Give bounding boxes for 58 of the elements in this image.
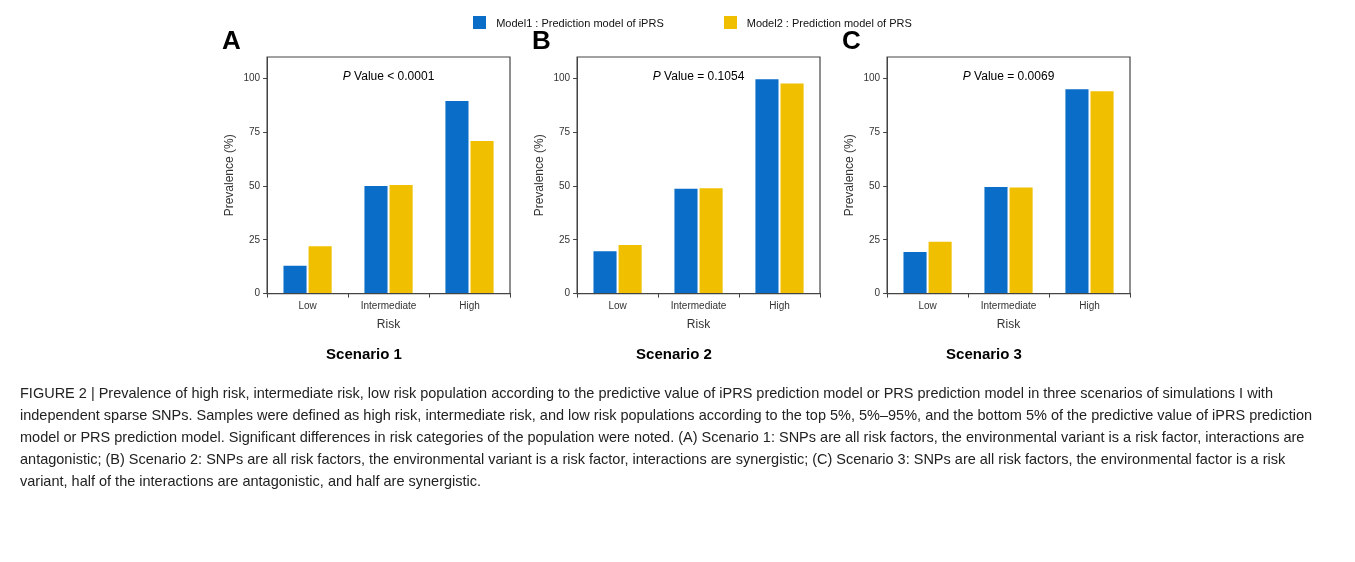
y-tick-label: 75: [558, 126, 571, 138]
y-tick-label: 100: [553, 72, 571, 84]
bar: [755, 79, 779, 294]
x-tick-label: High: [459, 300, 480, 312]
bar: [674, 188, 698, 294]
y-tick-label: 0: [564, 287, 571, 299]
x-tick-label: Low: [298, 300, 318, 312]
bar: [780, 83, 804, 294]
legend-label: Model1 : Prediction model of iPRS: [496, 16, 664, 29]
bar: [1090, 91, 1114, 294]
bar: [903, 252, 927, 294]
y-tick-label: 50: [558, 179, 571, 191]
y-tick-label: 100: [863, 72, 881, 84]
annotation: P Value = 0.1054: [652, 69, 745, 84]
y-axis-title: Prevalence (%): [221, 134, 236, 217]
bar: [699, 188, 723, 294]
y-tick-label: 100: [243, 72, 261, 84]
text: Scenario 1: [326, 345, 402, 363]
y-tick-label: 75: [248, 126, 261, 138]
bar: [308, 246, 332, 294]
x-tick-label: Intermediate: [670, 300, 727, 312]
y-axis-title: Prevalence (%): [531, 134, 546, 217]
bar: [283, 265, 307, 294]
bar: [364, 186, 388, 294]
bar: [984, 186, 1008, 294]
x-axis-title: Risk: [376, 317, 402, 332]
y-tick-label: 50: [248, 179, 261, 191]
bar: [1065, 89, 1089, 294]
y-tick-label: 25: [868, 233, 881, 245]
legend-label: Model2 : Prediction model of PRS: [746, 16, 912, 29]
bar: [1009, 187, 1033, 294]
x-axis-title: Risk: [686, 317, 712, 332]
bar: [618, 244, 642, 294]
x-tick-label: High: [769, 300, 790, 312]
text: Scenario 3: [946, 345, 1022, 363]
text: Scenario 2: [636, 345, 712, 363]
x-tick-label: Low: [608, 300, 628, 312]
x-tick-label: Low: [918, 300, 938, 312]
y-tick-label: 0: [874, 287, 881, 299]
bar: [445, 101, 469, 294]
y-tick-label: 0: [254, 287, 261, 299]
y-axis-title: Prevalence (%): [841, 134, 856, 217]
x-tick-label: High: [1079, 300, 1100, 312]
bar: [928, 241, 952, 294]
text: A: [222, 25, 241, 56]
y-tick-label: 25: [248, 233, 261, 245]
bar: [389, 184, 413, 294]
annotation: P Value < 0.0001: [342, 69, 435, 84]
y-tick-label: 75: [868, 126, 881, 138]
x-tick-label: Intermediate: [360, 300, 417, 312]
annotation: P Value = 0.0069: [962, 69, 1055, 84]
y-tick-label: 50: [868, 179, 881, 191]
bar: [470, 140, 494, 294]
x-tick-label: Intermediate: [980, 300, 1037, 312]
caption: FIGURE 2 | Prevalence of high risk, intermediate risk, low risk population according to the predictive value of iPRS prediction model or PRS prediction model in three scenarios of simulations I with independent sparse SNPs. Samples were defined as high risk, intermediate risk, and low risk populations according to the top 5%, 5%–95%, and the bottom 5% of the predictive value of iPRS prediction model or PRS prediction model. Significant differences in risk categories of the population were noted. (A) Scenario 1: SNPs are all risk factors, the environmental variant is a risk factor, interactions are antagonistic; (B) Scenario 2: SNPs are all risk factors, the environmental variant is a risk factor, interactions are synergistic; (C) Scenario 3: SNPs are all risk factors, the environmental factor is a risk variant, half of the interactions are antagonistic, and half are synergistic.: [20, 384, 1314, 491]
y-tick-label: 25: [558, 233, 571, 245]
bar: [593, 251, 617, 294]
x-axis-title: Risk: [996, 317, 1022, 332]
